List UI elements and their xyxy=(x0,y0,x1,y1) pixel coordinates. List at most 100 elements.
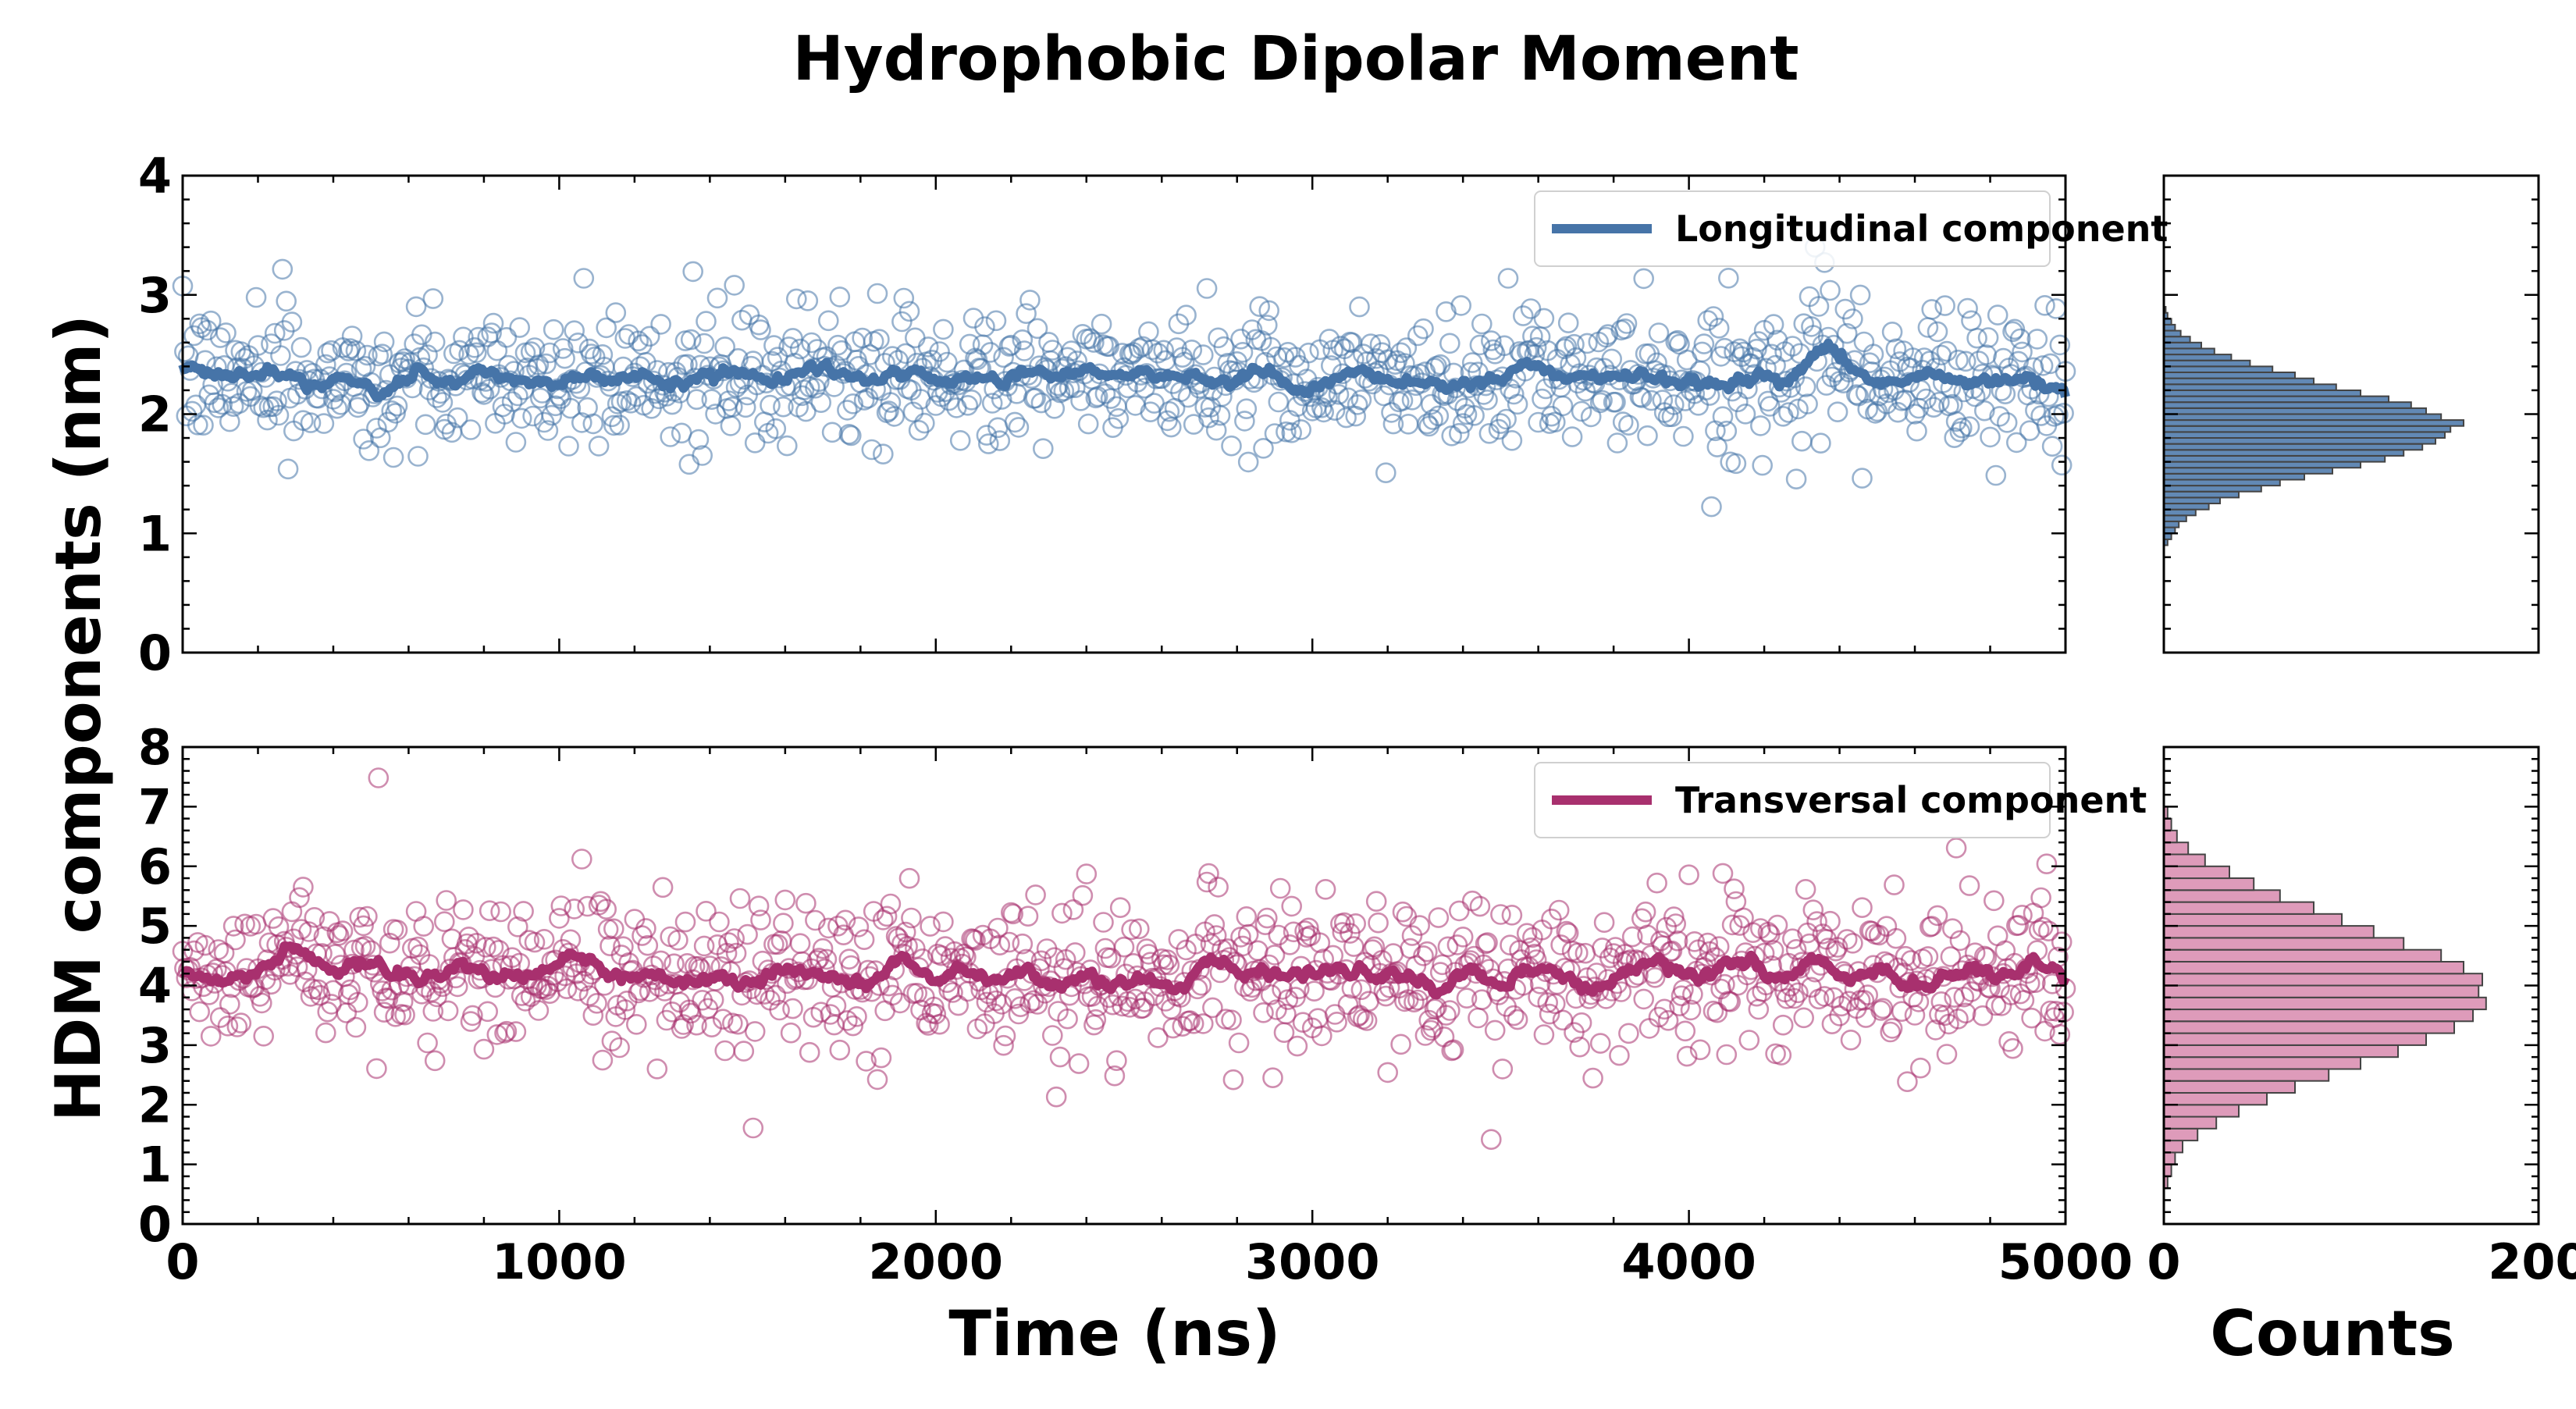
top-series-point xyxy=(773,396,794,418)
bottom-series-point xyxy=(1948,1009,1969,1030)
top-series-point xyxy=(1616,313,1638,334)
top-series-point xyxy=(1153,340,1174,361)
top-histogram-bar xyxy=(2163,383,2337,391)
bottom-series-point xyxy=(1556,920,1578,942)
top-series-point xyxy=(724,275,745,296)
top-series-point xyxy=(373,331,395,353)
bottom-series-point xyxy=(219,994,240,1015)
bottom-series-point xyxy=(693,935,715,957)
top-series-point xyxy=(1782,336,1803,357)
top-series-point xyxy=(776,435,798,457)
bottom-series-point xyxy=(345,1016,367,1038)
bottom-histogram-bar xyxy=(2163,1068,2330,1082)
top-series-point xyxy=(447,407,468,429)
top-series-point xyxy=(1750,415,1771,436)
bottom-series-point xyxy=(1010,996,1031,1017)
bottom-series-point xyxy=(578,985,600,1006)
top-series-point xyxy=(873,443,894,465)
top-series-point xyxy=(1808,296,1830,317)
bottom-series-point xyxy=(1897,1071,1918,1092)
bottom-series-point xyxy=(673,1014,694,1035)
bottom-series-point xyxy=(750,909,771,930)
top-series-point xyxy=(980,342,1001,363)
top-series-point xyxy=(1735,403,1756,425)
top-series-point xyxy=(1234,411,1255,432)
top-series-point xyxy=(1401,389,1423,411)
top-series-point xyxy=(537,420,559,441)
bottom-series-point xyxy=(609,1037,630,1059)
top-series-point xyxy=(720,415,742,436)
top-series-point xyxy=(1281,422,1302,443)
top-series-point xyxy=(1268,391,1290,413)
bottom-series-point xyxy=(424,1050,446,1072)
top-series-point xyxy=(187,414,208,436)
bottom-histogram-bar xyxy=(2163,841,2190,856)
top-series-point xyxy=(257,409,278,431)
bottom-histogram-bar xyxy=(2163,1104,2240,1118)
top-series-point xyxy=(1836,322,1858,344)
top-histogram-bar xyxy=(2163,377,2314,386)
top-series-point xyxy=(905,327,926,349)
top-series-point xyxy=(1673,425,1694,447)
bottom-series-point xyxy=(586,993,607,1014)
top-series-point xyxy=(929,341,950,362)
top-series-point xyxy=(482,312,504,334)
top-series-point xyxy=(1520,298,1542,319)
bottom-series-point xyxy=(189,1001,210,1023)
top-series-point xyxy=(701,389,723,411)
top-series-point xyxy=(200,310,222,332)
bottom-series-point xyxy=(596,898,617,920)
bottom-series-point xyxy=(513,901,534,922)
bottom-series-point xyxy=(664,953,685,974)
top-series-point xyxy=(1989,406,2010,427)
top-series-point xyxy=(539,342,560,364)
bottom-series-point xyxy=(1062,899,1084,920)
top-series-point xyxy=(411,324,432,346)
top-series-point xyxy=(315,354,336,375)
bottom-histogram-bar xyxy=(2163,937,2405,951)
top-series-point xyxy=(1966,327,1987,349)
top-histogram-bar xyxy=(2163,449,2405,457)
bottom-series-point xyxy=(1885,927,1907,949)
bottom-series-point xyxy=(1228,1032,1250,1054)
bottom-series-point xyxy=(2036,853,2058,874)
bottom-series-point xyxy=(829,1039,851,1061)
bottom-series-point xyxy=(1930,991,1952,1012)
bottom-series-point xyxy=(856,1051,877,1072)
top-series-point xyxy=(765,418,787,439)
top-series-point xyxy=(1336,407,1357,429)
bottom-series-point xyxy=(1635,901,1656,923)
bottom-series-y-tick-label: 3 xyxy=(138,1017,172,1074)
top-series-point xyxy=(1987,304,2008,326)
top-series-point xyxy=(381,400,403,422)
bottom-histogram-panel: 0 200 xyxy=(2147,745,2576,1290)
bottom-series-point xyxy=(1429,962,1451,983)
top-series-point xyxy=(1290,419,1311,440)
bottom-series-point xyxy=(1202,997,1223,1019)
bottom-series-point xyxy=(300,986,322,1007)
bottom-series-point xyxy=(1147,1027,1169,1048)
bottom-series-point xyxy=(895,921,916,943)
top-series-point xyxy=(341,326,363,347)
top-histogram-bar xyxy=(2163,419,2464,427)
top-series-point xyxy=(264,322,286,344)
bottom-series-point xyxy=(1153,954,1174,976)
top-series-point xyxy=(407,446,429,467)
bottom-series-point xyxy=(834,909,856,931)
bottom-series-point xyxy=(1567,942,1589,963)
bottom-series-point xyxy=(473,1038,495,1060)
bottom-series-point xyxy=(1656,916,1677,938)
top-series-point xyxy=(317,342,339,364)
bottom-series-point xyxy=(1232,935,1254,957)
top-series-point xyxy=(767,347,788,368)
bottom-series-point xyxy=(490,901,511,923)
top-series-point xyxy=(1525,336,1547,358)
top-series-point xyxy=(1945,411,1967,432)
bottom-series-point xyxy=(1042,1025,1063,1046)
top-series-point xyxy=(1390,342,1411,364)
bottom-series-point xyxy=(1204,914,1226,935)
top-series-point xyxy=(479,379,500,400)
bottom-series-point xyxy=(696,901,717,922)
top-series-point xyxy=(1934,295,1955,316)
